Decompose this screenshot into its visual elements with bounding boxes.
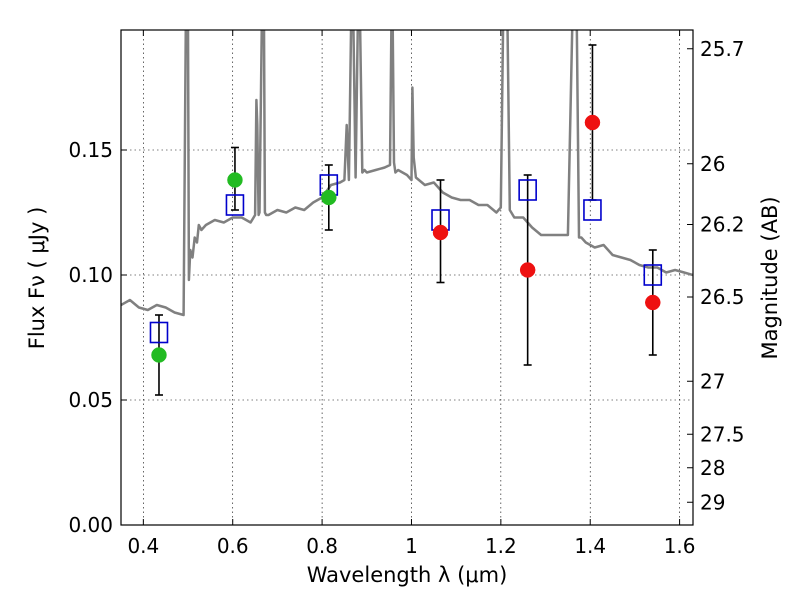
model-flux-box [518, 179, 537, 201]
y2-tick-label: 26.2 [700, 213, 745, 237]
x-tick-label: 1.4 [574, 534, 606, 558]
model-flux-box [583, 199, 602, 221]
y-tick-label: 0.05 [68, 388, 113, 412]
y2-axis-ticks: 25.7 26 26.2 26.5 27 27.5 28 29 [687, 37, 745, 514]
x-tick-label: 1.6 [664, 534, 696, 558]
plot-frame [120, 29, 694, 526]
y-tick-label: 0.15 [68, 138, 113, 162]
measured-green-point [227, 172, 243, 188]
model-flux-box [149, 321, 169, 344]
x-tick-label: 0.8 [306, 534, 338, 558]
measured-green-point [151, 347, 167, 363]
y-tick-label: 0.00 [68, 513, 113, 537]
model-spectrum-layer [121, 30, 693, 317]
measured-red-point [645, 294, 661, 311]
x-tick-label: 1.2 [485, 534, 517, 558]
measured-green-point [321, 189, 337, 206]
y2-tick-label: 26 [700, 152, 725, 176]
model-spectrum-line [121, 30, 693, 317]
y2-axis-label: Magnitude (AB) [758, 196, 782, 359]
y-tick-label: 0.10 [68, 263, 113, 287]
y2-tick-label: 27 [700, 369, 725, 393]
data-points [149, 114, 663, 363]
measured-red-point [584, 114, 601, 131]
y2-tick-label: 28 [700, 456, 725, 480]
y-axis-label: Flux Fν ( μJy ) [25, 207, 49, 350]
measured-red-point [519, 262, 536, 278]
x-tick-label: 0.6 [217, 534, 249, 558]
x-axis-ticks: 0.4 0.6 0.8 1 1.2 1.4 1.6 [127, 30, 696, 558]
x-tick-label: 1 [405, 534, 418, 558]
y2-tick-label: 27.5 [700, 422, 745, 446]
x-axis-label: Wavelength λ (μm) [307, 563, 508, 587]
measured-red-point [432, 224, 449, 241]
x-tick-label: 0.4 [127, 534, 159, 558]
y2-tick-label: 26.5 [700, 285, 745, 309]
y2-tick-label: 25.7 [700, 37, 745, 61]
model-flux-box [225, 194, 245, 216]
model-flux-box [643, 264, 663, 286]
y-axis-ticks: 0.00 0.05 0.10 0.15 [68, 138, 127, 537]
grid-lines [121, 30, 693, 526]
y2-tick-label: 29 [700, 490, 725, 514]
